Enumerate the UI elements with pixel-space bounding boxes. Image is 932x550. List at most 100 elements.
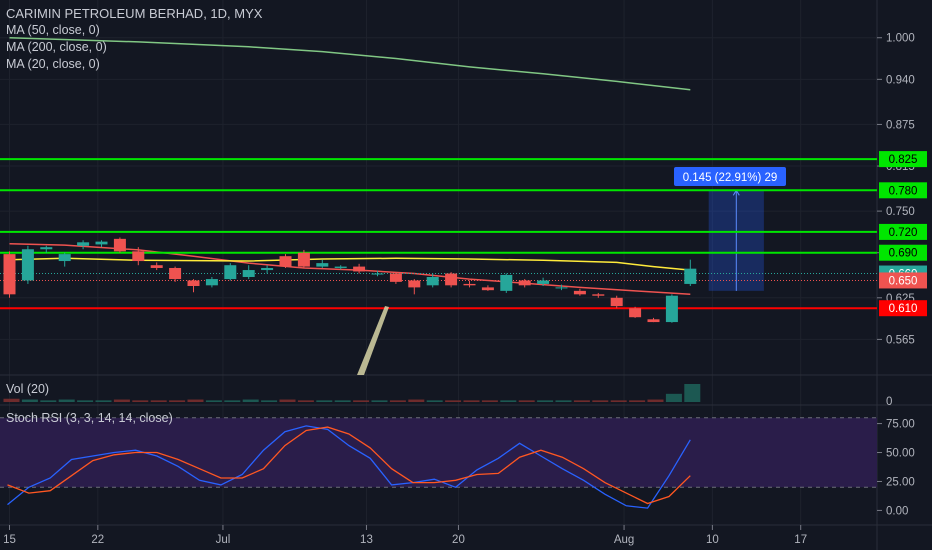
volume-bar bbox=[3, 398, 20, 402]
stoch-tick-label: 50.00 bbox=[886, 448, 915, 460]
candle-body bbox=[610, 297, 623, 307]
candle-body bbox=[169, 267, 182, 280]
candle-body bbox=[629, 308, 642, 318]
y-tick-label: 0.750 bbox=[886, 206, 915, 218]
stoch-tick-label: 75.00 bbox=[886, 419, 915, 431]
stoch-k-line bbox=[7, 425, 691, 509]
candle-body bbox=[58, 254, 71, 262]
x-tick-label: Jul bbox=[216, 534, 231, 546]
volume-tick-label: 0 bbox=[886, 396, 892, 408]
volume-bar bbox=[279, 399, 296, 402]
volume-bar bbox=[40, 400, 57, 402]
level-tag-label: 0.825 bbox=[889, 154, 918, 166]
y-tick-label: 0.940 bbox=[886, 74, 915, 86]
indicator-ma50[interactable]: MA (50, close, 0) bbox=[6, 23, 100, 37]
level-tag bbox=[879, 223, 927, 240]
stoch-tick-label: 0.00 bbox=[886, 505, 908, 517]
measure-label-text: 0.145 (22.91%) 29 bbox=[683, 172, 778, 184]
volume-bar bbox=[297, 400, 314, 402]
candle-body bbox=[408, 280, 421, 288]
time-axis[interactable]: 15 22 Jul 13 20 Aug 10 17 bbox=[3, 525, 807, 546]
x-tick-label: 15 bbox=[3, 534, 16, 546]
stoch-tick-label: 25.00 bbox=[886, 476, 915, 488]
candle-body bbox=[113, 238, 126, 252]
volume-bar bbox=[684, 384, 701, 402]
measure-label-box bbox=[674, 167, 786, 186]
volume-bar bbox=[500, 400, 517, 402]
volume-bar bbox=[334, 400, 351, 402]
candle-body bbox=[261, 267, 274, 271]
volume-bar bbox=[261, 400, 278, 402]
volume-bar bbox=[463, 400, 480, 402]
symbol-title[interactable]: CARIMIN PETROLEUM BERHAD, 1D, MYX bbox=[6, 6, 263, 21]
volume-bar bbox=[353, 400, 370, 402]
candle-body bbox=[537, 280, 550, 284]
x-tick-label: 13 bbox=[360, 534, 373, 546]
ma50-line bbox=[9, 257, 691, 271]
level-tag bbox=[879, 300, 927, 317]
y-tick-label: 0.565 bbox=[886, 334, 915, 346]
candle-body bbox=[150, 265, 163, 268]
stoch-lines bbox=[7, 425, 691, 509]
volume-bar bbox=[573, 400, 590, 402]
x-tick-label: 22 bbox=[91, 534, 104, 546]
volume-bar bbox=[132, 400, 149, 402]
level-tag bbox=[879, 244, 927, 261]
volume-bar bbox=[187, 399, 204, 402]
volume-bar bbox=[316, 400, 333, 402]
level-tag bbox=[879, 182, 927, 199]
volume-bar bbox=[629, 400, 646, 402]
x-tick-label: Aug bbox=[614, 534, 634, 546]
volume-bar bbox=[426, 400, 443, 402]
candle-body bbox=[224, 265, 237, 280]
volume-bar bbox=[647, 399, 664, 402]
candle-body bbox=[77, 242, 90, 246]
volume-bar bbox=[150, 400, 167, 402]
volume-bar bbox=[445, 400, 462, 402]
ma200-line bbox=[9, 36, 691, 91]
volume-bar bbox=[205, 400, 222, 402]
level-tag bbox=[879, 151, 927, 168]
level-tag-label: 0.720 bbox=[889, 227, 918, 239]
stoch-rsi-label[interactable]: Stoch RSI (3, 3, 14, 14, close) bbox=[6, 411, 173, 425]
measure-label: 0.145 (22.91%) 29 bbox=[674, 167, 786, 186]
candle-body bbox=[40, 247, 53, 250]
volume-bar bbox=[58, 399, 75, 402]
candle-body bbox=[481, 287, 494, 291]
price-tag bbox=[879, 272, 927, 289]
price-tag-label: 0.650 bbox=[889, 275, 918, 287]
candles bbox=[3, 237, 697, 323]
candle-body bbox=[334, 266, 347, 268]
stoch-d-line bbox=[7, 426, 691, 505]
volume-bar bbox=[518, 400, 535, 402]
trendline-drawing[interactable] bbox=[357, 306, 389, 375]
indicator-ma20[interactable]: MA (20, close, 0) bbox=[6, 57, 100, 71]
volume-bar bbox=[77, 400, 94, 402]
candle-body bbox=[279, 256, 292, 267]
volume-bar bbox=[481, 400, 498, 402]
volume-bar bbox=[555, 400, 572, 402]
legend: CARIMIN PETROLEUM BERHAD, 1D, MYX MA (50… bbox=[6, 5, 262, 73]
volume-bar bbox=[242, 399, 259, 402]
measure-tool[interactable] bbox=[708, 189, 764, 291]
volume-bar bbox=[389, 400, 406, 402]
candle-body bbox=[242, 270, 255, 277]
candle-body bbox=[132, 251, 145, 262]
indicator-ma200[interactable]: MA (200, close, 0) bbox=[6, 40, 107, 54]
candle-body bbox=[518, 280, 531, 286]
volume-label[interactable]: Vol (20) bbox=[6, 382, 50, 396]
candle-body bbox=[371, 273, 384, 275]
candle-body bbox=[684, 268, 697, 284]
candle-body bbox=[187, 280, 200, 287]
candle-body bbox=[3, 254, 16, 295]
candle-body bbox=[205, 279, 218, 286]
volume-bar bbox=[665, 393, 682, 402]
volume-bar bbox=[610, 400, 627, 402]
candle-body bbox=[445, 273, 458, 286]
level-tag-label: 0.610 bbox=[889, 303, 918, 315]
volume-bar bbox=[592, 400, 609, 402]
level-tag-label: 0.690 bbox=[889, 248, 918, 260]
volume-bar bbox=[169, 400, 186, 402]
